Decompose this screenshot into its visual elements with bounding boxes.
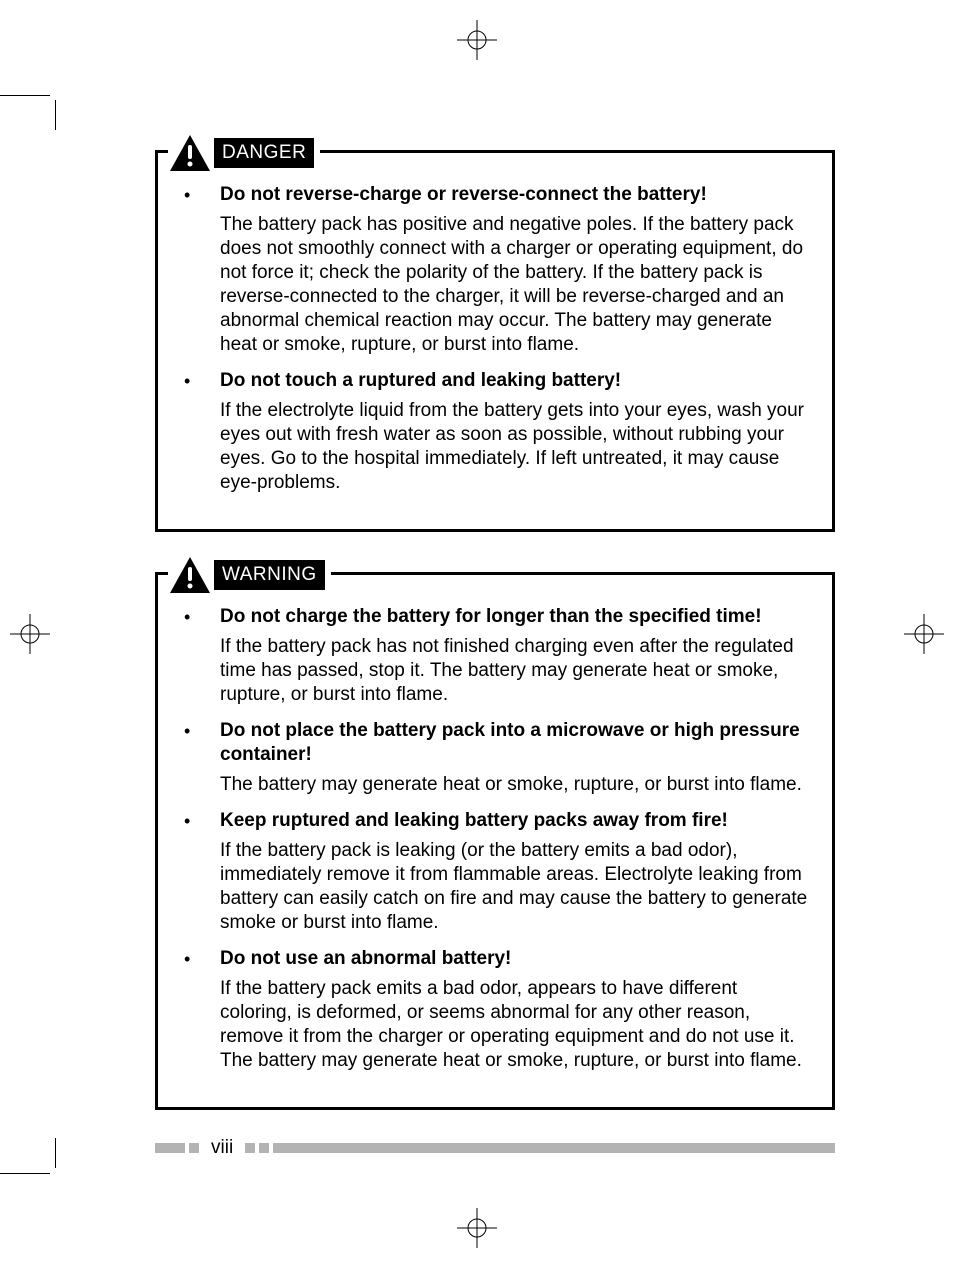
crop-mark-bl [0, 1138, 70, 1208]
danger-header: DANGER [168, 133, 320, 173]
registration-left [10, 614, 50, 654]
footer-bar-4 [259, 1143, 269, 1153]
footer-bar-1 [155, 1143, 185, 1153]
registration-bottom [457, 1208, 497, 1248]
footer-bar-2 [189, 1143, 199, 1153]
registration-top [457, 20, 497, 60]
list-item: • Do not charge the battery for longer t… [180, 605, 810, 707]
item-text: The battery may generate heat or smoke, … [220, 773, 810, 797]
page-content: DANGER • Do not reverse-charge or revers… [155, 150, 835, 1150]
item-text: If the battery pack has not finished cha… [220, 635, 810, 707]
list-item: • Do not place the battery pack into a m… [180, 719, 810, 797]
registration-right [904, 614, 944, 654]
item-text: The battery pack has positive and negati… [220, 213, 810, 357]
page-number: viii [199, 1137, 245, 1159]
alert-triangle-icon [168, 133, 212, 173]
crop-mark-tl [0, 60, 70, 130]
bullet-icon: • [180, 369, 220, 495]
warning-header: WARNING [168, 555, 331, 595]
footer-bar-3 [245, 1143, 255, 1153]
list-item: • Keep ruptured and leaking battery pack… [180, 809, 810, 935]
item-title: Do not use an abnormal battery! [220, 947, 810, 971]
list-item: • Do not reverse-charge or reverse-conne… [180, 183, 810, 357]
bullet-icon: • [180, 809, 220, 935]
item-text: If the electrolyte liquid from the batte… [220, 399, 810, 495]
item-title: Do not place the battery pack into a mic… [220, 719, 810, 767]
item-title: Do not touch a ruptured and leaking batt… [220, 369, 810, 393]
alert-triangle-icon [168, 555, 212, 595]
bullet-icon: • [180, 183, 220, 357]
bullet-icon: • [180, 719, 220, 797]
footer-bar-5 [273, 1143, 835, 1153]
danger-label: DANGER [214, 138, 314, 168]
warning-label: WARNING [214, 560, 325, 590]
list-item: • Do not use an abnormal battery! If the… [180, 947, 810, 1073]
item-title: Do not reverse-charge or reverse-connect… [220, 183, 810, 207]
list-item: • Do not touch a ruptured and leaking ba… [180, 369, 810, 495]
item-title: Keep ruptured and leaking battery packs … [220, 809, 810, 833]
page-footer: viii [155, 1137, 835, 1159]
warning-box: WARNING • Do not charge the battery for … [155, 572, 835, 1110]
danger-box: DANGER • Do not reverse-charge or revers… [155, 150, 835, 532]
item-text: If the battery pack emits a bad odor, ap… [220, 977, 810, 1073]
item-text: If the battery pack is leaking (or the b… [220, 839, 810, 935]
item-title: Do not charge the battery for longer tha… [220, 605, 810, 629]
bullet-icon: • [180, 947, 220, 1073]
bullet-icon: • [180, 605, 220, 707]
